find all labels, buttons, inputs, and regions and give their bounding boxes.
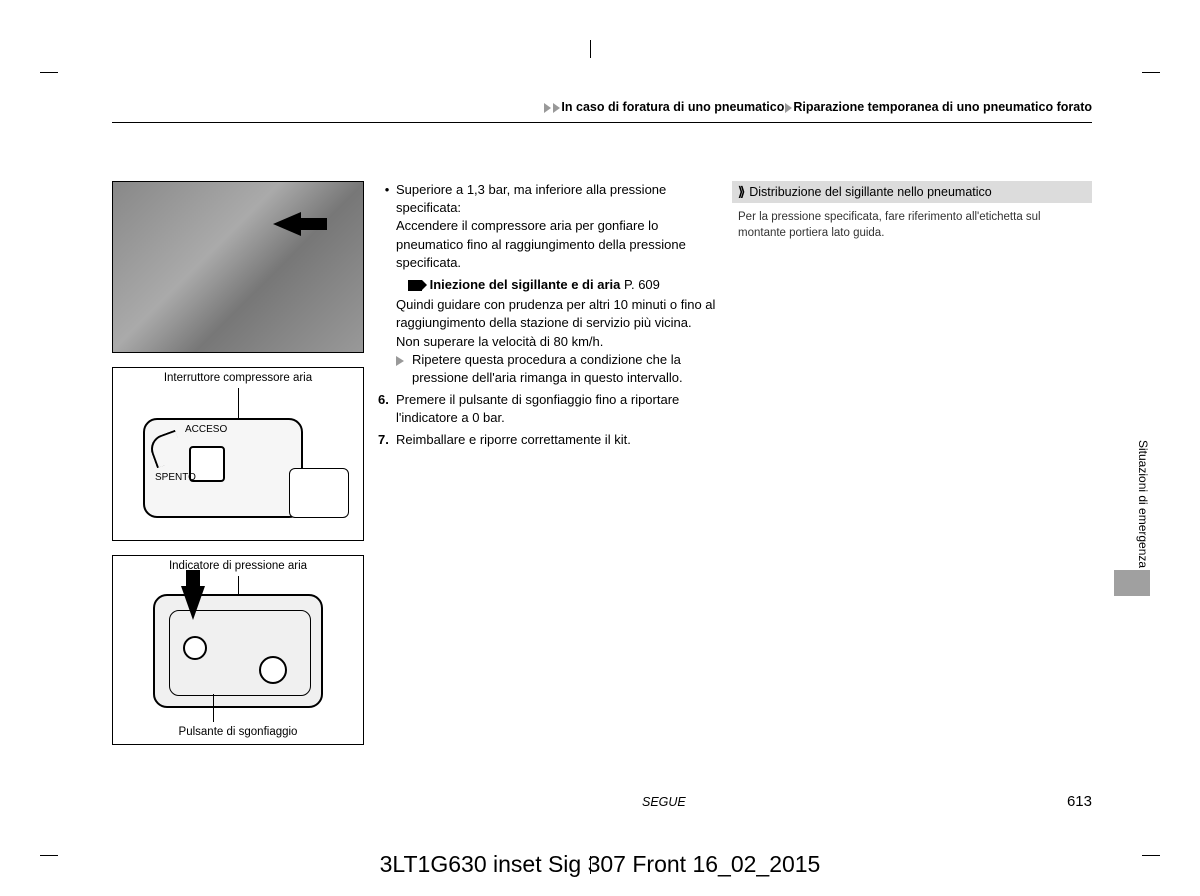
callout-line bbox=[238, 576, 239, 596]
figure-pressure-indicator: Indicatore di pressione aria Pulsante di… bbox=[112, 555, 364, 745]
breadcrumb-arrow-icon bbox=[544, 103, 551, 113]
arrow-left-icon bbox=[273, 212, 301, 236]
breadcrumb-part2: Riparazione temporanea di uno pneumatico… bbox=[793, 100, 1092, 114]
cross-reference: Iniezione del sigillante e di aria P. 60… bbox=[408, 276, 718, 294]
step-text: Reimballare e riporre correttamente il k… bbox=[396, 431, 631, 449]
breadcrumb-arrow-icon bbox=[553, 103, 560, 113]
diagram2-bottom-label: Pulsante di sgonfiaggio bbox=[113, 726, 363, 738]
step-text: Premere il pulsante di sgonfiaggio fino … bbox=[396, 391, 718, 427]
diagram2-title: Indicatore di pressione aria bbox=[113, 560, 363, 572]
xref-arrow-icon bbox=[408, 280, 422, 291]
section-tab-marker bbox=[1114, 570, 1150, 596]
arrow-down-icon bbox=[181, 586, 205, 620]
breadcrumb-arrow-icon bbox=[785, 103, 792, 113]
step-number: 6. bbox=[378, 391, 396, 427]
callout-line bbox=[238, 388, 239, 418]
info-box-body: Per la pressione specificata, fare rifer… bbox=[732, 203, 1092, 241]
manual-page: In caso di foratura di uno pneumatico Rip… bbox=[112, 100, 1092, 820]
bullet-body: Accendere il compressore aria per gonfia… bbox=[396, 217, 718, 272]
step-number: 7. bbox=[378, 431, 396, 449]
bullet-continuation: Non superare la velocità di 80 km/h. bbox=[396, 333, 718, 351]
figure-compressor-switch: Interruttore compressore aria ACCESO SPE… bbox=[112, 367, 364, 541]
mini-compressor-icon bbox=[289, 468, 349, 518]
info-header-text: Distribuzione del sigillante nello pneum… bbox=[749, 185, 992, 199]
repeat-instruction: Ripetere questa procedura a condizione c… bbox=[412, 351, 718, 387]
info-column: ⟫ Distribuzione del sigillante nello pne… bbox=[732, 181, 1092, 759]
bullet-lead: Superiore a 1,3 bar, ma inferiore alla p… bbox=[396, 181, 718, 217]
chevron-icon: ⟫ bbox=[738, 184, 745, 200]
compressor-body bbox=[153, 594, 323, 708]
bullet-icon: • bbox=[378, 181, 396, 272]
breadcrumb: In caso di foratura di uno pneumatico Rip… bbox=[112, 100, 1092, 123]
xref-page: P. 609 bbox=[624, 277, 660, 292]
gauge-icon bbox=[183, 636, 207, 660]
label-off: SPENTO bbox=[155, 472, 196, 483]
instructions-column: • Superiore a 1,3 bar, ma inferiore alla… bbox=[378, 181, 718, 759]
breadcrumb-part1: In caso di foratura di uno pneumatico bbox=[561, 100, 784, 114]
diagram1-title: Interruttore compressore aria bbox=[113, 372, 363, 384]
page-number: 613 bbox=[1067, 793, 1092, 810]
imprint-line: 3LT1G630 inset Sig 307 Front 16_02_2015 bbox=[0, 851, 1200, 878]
callout-line bbox=[213, 694, 214, 722]
continue-label: SEGUE bbox=[642, 795, 686, 809]
label-on: ACCESO bbox=[185, 424, 227, 435]
deflate-button-icon bbox=[259, 656, 287, 684]
xref-label: Iniezione del sigillante e di aria bbox=[430, 277, 621, 292]
bullet-continuation: Quindi guidare con prudenza per altri 10… bbox=[396, 296, 718, 332]
figures-column: Interruttore compressore aria ACCESO SPE… bbox=[112, 181, 364, 759]
section-tab: Situazioni di emergenza bbox=[1136, 440, 1150, 568]
page-footer: SEGUE 613 bbox=[112, 793, 1092, 810]
figure-plug-photo bbox=[112, 181, 364, 353]
info-box-header: ⟫ Distribuzione del sigillante nello pne… bbox=[732, 181, 1092, 203]
sub-arrow-icon bbox=[396, 356, 404, 366]
